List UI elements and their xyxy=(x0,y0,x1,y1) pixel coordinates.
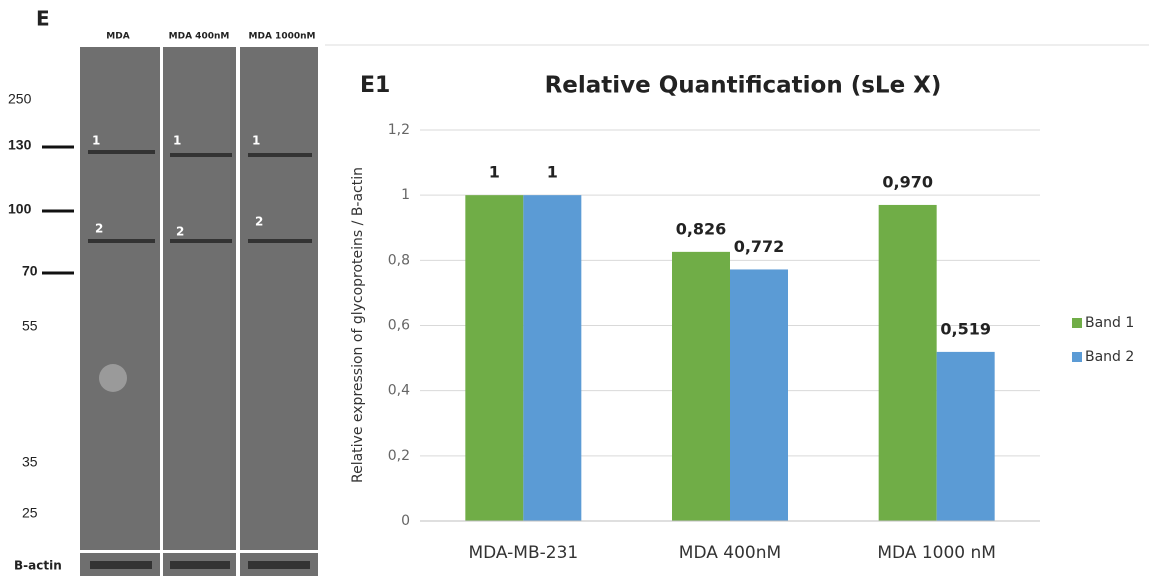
marker-label: 130 xyxy=(8,137,32,153)
value-label: 1 xyxy=(489,163,500,182)
figure: E MDA MDA 400nM MDA 1000nM 250 130 100 7… xyxy=(0,0,1149,576)
value-label: 0,519 xyxy=(940,319,991,338)
y-tick-label: 1,2 xyxy=(388,122,410,138)
marker-label: 25 xyxy=(22,505,38,521)
y-tick-label: 0,6 xyxy=(388,318,410,334)
x-tick-label: MDA 1000 nM xyxy=(877,543,996,563)
marker-label: 70 xyxy=(22,263,38,279)
legend-label: Band 1 xyxy=(1085,315,1134,331)
band-label: 1 xyxy=(252,134,260,148)
lane-label: MDA xyxy=(106,32,129,42)
blot-lane xyxy=(163,47,236,550)
y-tick-label: 0 xyxy=(401,513,410,529)
value-label: 0,970 xyxy=(882,172,933,191)
y-tick-label: 0,8 xyxy=(388,252,410,268)
chart-title: Relative Quantification (sLe X) xyxy=(545,73,942,99)
bar xyxy=(879,205,937,521)
bar xyxy=(937,352,995,521)
bar xyxy=(465,195,523,521)
blot-spot xyxy=(99,364,127,392)
band-label: 2 xyxy=(255,215,263,229)
x-tick-label: MDA-MB-231 xyxy=(468,543,578,563)
marker-label: 35 xyxy=(22,454,38,470)
x-tick-label: MDA 400nM xyxy=(679,543,781,563)
band-label: 1 xyxy=(92,134,100,148)
panel-label: E xyxy=(36,7,50,31)
bar xyxy=(730,269,788,521)
blot-lane xyxy=(80,47,160,550)
value-label: 0,772 xyxy=(734,237,785,256)
legend-label: Band 2 xyxy=(1085,349,1134,365)
legend-swatch xyxy=(1072,318,1082,328)
lane-label: MDA 400nM xyxy=(169,32,230,42)
marker-label: 100 xyxy=(8,201,32,217)
y-tick-label: 0,2 xyxy=(388,448,410,464)
band-label: 2 xyxy=(176,225,184,239)
chart-panel-label: E1 xyxy=(360,73,390,98)
y-axis-label: Relative expression of glycoproteins / B… xyxy=(350,167,366,483)
band-label: 2 xyxy=(95,222,103,236)
marker-label: 250 xyxy=(8,91,32,107)
lane-label: MDA 1000nM xyxy=(249,32,316,42)
value-label: 0,826 xyxy=(676,219,727,238)
y-tick-label: 1 xyxy=(401,187,410,203)
marker-label: 55 xyxy=(22,318,38,334)
blot-lane xyxy=(240,47,318,550)
loading-control-label: B-actin xyxy=(14,559,62,573)
marker-lines xyxy=(42,147,74,273)
value-label: 1 xyxy=(547,163,558,182)
legend-swatch xyxy=(1072,352,1082,362)
band-label: 1 xyxy=(173,134,181,148)
bar xyxy=(672,252,730,521)
y-tick-label: 0,4 xyxy=(388,383,410,399)
bar xyxy=(523,195,581,521)
